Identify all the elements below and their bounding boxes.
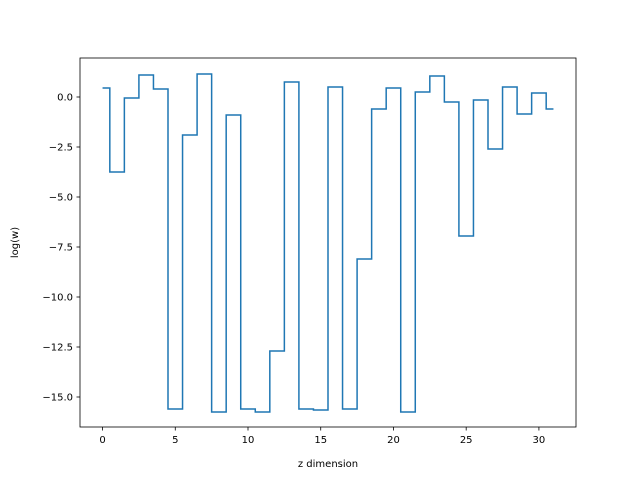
x-tick-label: 25 xyxy=(460,435,473,446)
y-axis-label: log(w) xyxy=(10,227,21,258)
x-axis-label: z dimension xyxy=(298,459,358,470)
x-axis: 0 5 10 15 20 25 30 xyxy=(99,427,545,446)
x-tick-label: 20 xyxy=(387,435,400,446)
x-tick-label: 15 xyxy=(314,435,327,446)
y-tick-label: −5.0 xyxy=(49,193,73,204)
y-tick-label: −12.5 xyxy=(42,343,73,354)
y-tick-label: 0.0 xyxy=(57,93,73,104)
axes-frame xyxy=(79,57,577,428)
x-tick-label: 30 xyxy=(533,435,546,446)
x-tick-label: 10 xyxy=(242,435,255,446)
series-line xyxy=(102,73,554,413)
y-tick-label: −15.0 xyxy=(42,393,73,404)
y-axis: 0.0 −2.5 −5.0 −7.5 −10.0 −12.5 −15.0 xyxy=(42,93,80,404)
x-tick-label: 0 xyxy=(99,435,105,446)
y-tick-label: −10.0 xyxy=(42,293,73,304)
plot-area xyxy=(102,73,554,413)
y-tick-label: −7.5 xyxy=(49,243,73,254)
x-tick-label: 5 xyxy=(172,435,178,446)
y-tick-label: −2.5 xyxy=(49,143,73,154)
